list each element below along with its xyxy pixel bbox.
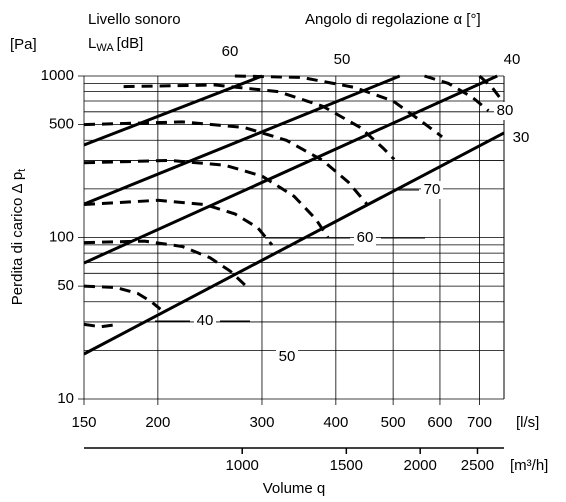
- y-tick-label: 100: [49, 228, 74, 245]
- sound-curve: [84, 198, 274, 246]
- sound-curve: [84, 158, 330, 239]
- x-axis-label: Volume q: [263, 480, 326, 497]
- y-label-main: Perdita di carico Δ p: [9, 172, 26, 305]
- label-bg: [194, 312, 216, 330]
- sound-label: 60: [357, 229, 374, 246]
- sound-label: 70: [424, 181, 441, 198]
- y-tick-label: 10: [57, 390, 74, 407]
- sound-symbol-sub: WA: [96, 42, 114, 54]
- sound-label: 80: [497, 102, 514, 119]
- sound-curve: [424, 74, 490, 112]
- angle-label: 40: [504, 51, 521, 68]
- y-label-sub: t: [16, 169, 28, 172]
- x-tick-label: 200: [145, 414, 170, 431]
- x-unit: [l/s]: [516, 414, 539, 431]
- x2-tick-label: 1500: [330, 457, 363, 474]
- x-tick-label: 400: [323, 414, 348, 431]
- y-tick-label: 500: [49, 116, 74, 133]
- x2-tick-label: 2000: [403, 457, 436, 474]
- label-bg: [276, 348, 298, 366]
- y-tick-label: 50: [57, 277, 74, 294]
- x2-tick-label: 1000: [226, 457, 259, 474]
- sound-curve: [84, 120, 369, 206]
- label-bg: [494, 102, 516, 120]
- angle-line: [84, 131, 505, 356]
- sound-symbol: LWA [dB]: [88, 35, 143, 54]
- sound-curve: [478, 74, 504, 102]
- sound-symbol-unit: [dB]: [117, 35, 144, 52]
- x-tick-label: 300: [249, 414, 274, 431]
- x-tick-label: 600: [427, 414, 452, 431]
- y-axis-label: Perdita di carico Δ pt: [9, 169, 28, 305]
- sound-label: 50: [279, 348, 296, 365]
- sound-symbol-main: L: [88, 35, 96, 52]
- x-tick-label: 500: [381, 414, 406, 431]
- label-bg: [354, 229, 376, 247]
- sound-curve: [234, 74, 443, 139]
- x2-tick-label: 2500: [461, 457, 494, 474]
- x-tick-label: 150: [71, 414, 96, 431]
- sound-curve: [84, 239, 248, 288]
- sound-title: Livello sonoro: [88, 11, 181, 28]
- angle-line: [84, 74, 401, 206]
- angle-label: 50: [334, 51, 351, 68]
- x-tick-label: 700: [467, 414, 492, 431]
- x2-unit: [m³/h]: [510, 457, 548, 474]
- angle-title: Angolo di regolazione α [°]: [305, 11, 481, 28]
- angle-line: [84, 74, 498, 265]
- sound-label: 40: [197, 312, 214, 329]
- label-bg: [421, 181, 443, 199]
- sound-curve: [84, 322, 120, 329]
- y-unit: [Pa]: [10, 36, 37, 53]
- angle-label: 60: [222, 43, 239, 60]
- y-tick-label: 1000: [41, 67, 74, 84]
- sound-curve: [84, 284, 162, 311]
- angle-line: [84, 74, 263, 147]
- angle-label: 30: [513, 129, 530, 146]
